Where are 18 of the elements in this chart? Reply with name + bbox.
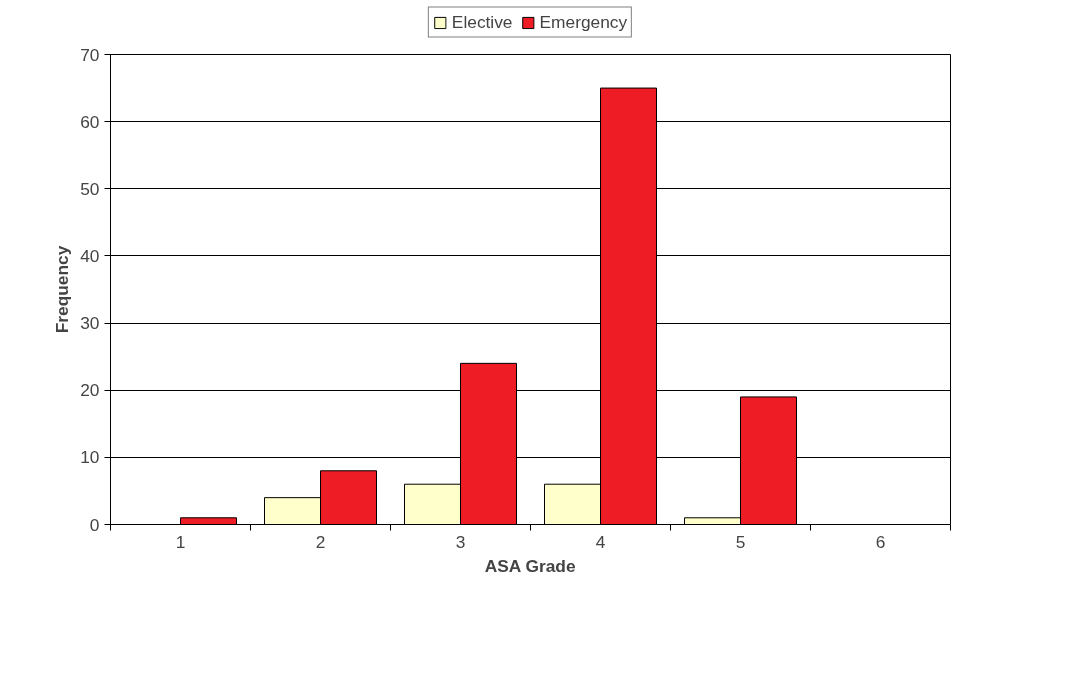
- y-tick-label: 70: [80, 44, 100, 65]
- x-tick-label: 5: [735, 531, 746, 552]
- x-tick-label: 4: [595, 531, 606, 552]
- y-tick-label: 50: [80, 178, 100, 199]
- legend-label: Elective: [451, 11, 513, 33]
- y-tick-label: 30: [80, 313, 100, 334]
- y-axis-title: Frequency: [52, 245, 73, 334]
- x-tick-label: 1: [175, 531, 186, 552]
- x-axis-title: ASA Grade: [484, 555, 576, 576]
- x-tick-label: 3: [455, 531, 466, 552]
- y-tick-label: 0: [89, 514, 100, 535]
- legend-label: Emergency: [539, 11, 628, 33]
- y-tick-label: 10: [80, 447, 100, 468]
- y-tick-label: 40: [80, 245, 100, 266]
- x-tick-label: 6: [875, 531, 886, 552]
- y-tick-label: 20: [80, 380, 100, 401]
- x-tick-label: 2: [315, 531, 326, 552]
- y-tick-label: 60: [80, 111, 100, 132]
